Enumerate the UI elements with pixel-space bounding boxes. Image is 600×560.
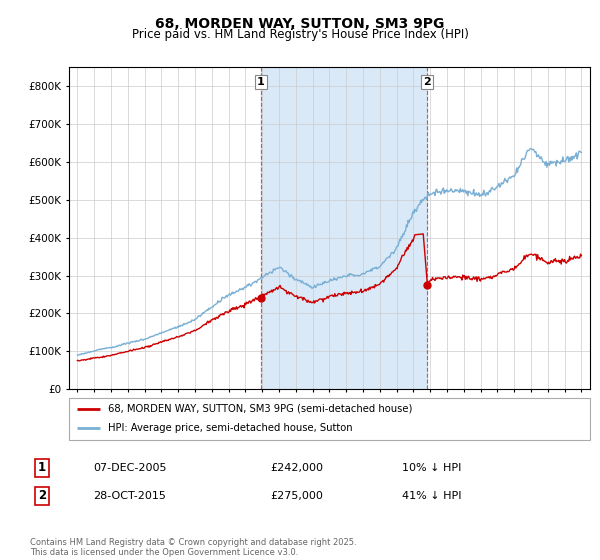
Text: 2: 2 — [38, 489, 46, 502]
Text: 68, MORDEN WAY, SUTTON, SM3 9PG: 68, MORDEN WAY, SUTTON, SM3 9PG — [155, 17, 445, 31]
Text: £242,000: £242,000 — [270, 463, 323, 473]
Text: 07-DEC-2005: 07-DEC-2005 — [93, 463, 167, 473]
Text: HPI: Average price, semi-detached house, Sutton: HPI: Average price, semi-detached house,… — [108, 423, 353, 433]
Text: 1: 1 — [38, 461, 46, 474]
Text: 2: 2 — [424, 77, 431, 87]
Text: 28-OCT-2015: 28-OCT-2015 — [93, 491, 166, 501]
Bar — [261, 67, 427, 389]
Text: 10% ↓ HPI: 10% ↓ HPI — [402, 463, 461, 473]
Text: Price paid vs. HM Land Registry's House Price Index (HPI): Price paid vs. HM Land Registry's House … — [131, 28, 469, 41]
Text: £275,000: £275,000 — [270, 491, 323, 501]
Text: 41% ↓ HPI: 41% ↓ HPI — [402, 491, 461, 501]
Text: Contains HM Land Registry data © Crown copyright and database right 2025.
This d: Contains HM Land Registry data © Crown c… — [30, 538, 356, 557]
Text: 68, MORDEN WAY, SUTTON, SM3 9PG (semi-detached house): 68, MORDEN WAY, SUTTON, SM3 9PG (semi-de… — [108, 404, 412, 414]
Text: 1: 1 — [257, 77, 265, 87]
FancyBboxPatch shape — [69, 398, 590, 440]
